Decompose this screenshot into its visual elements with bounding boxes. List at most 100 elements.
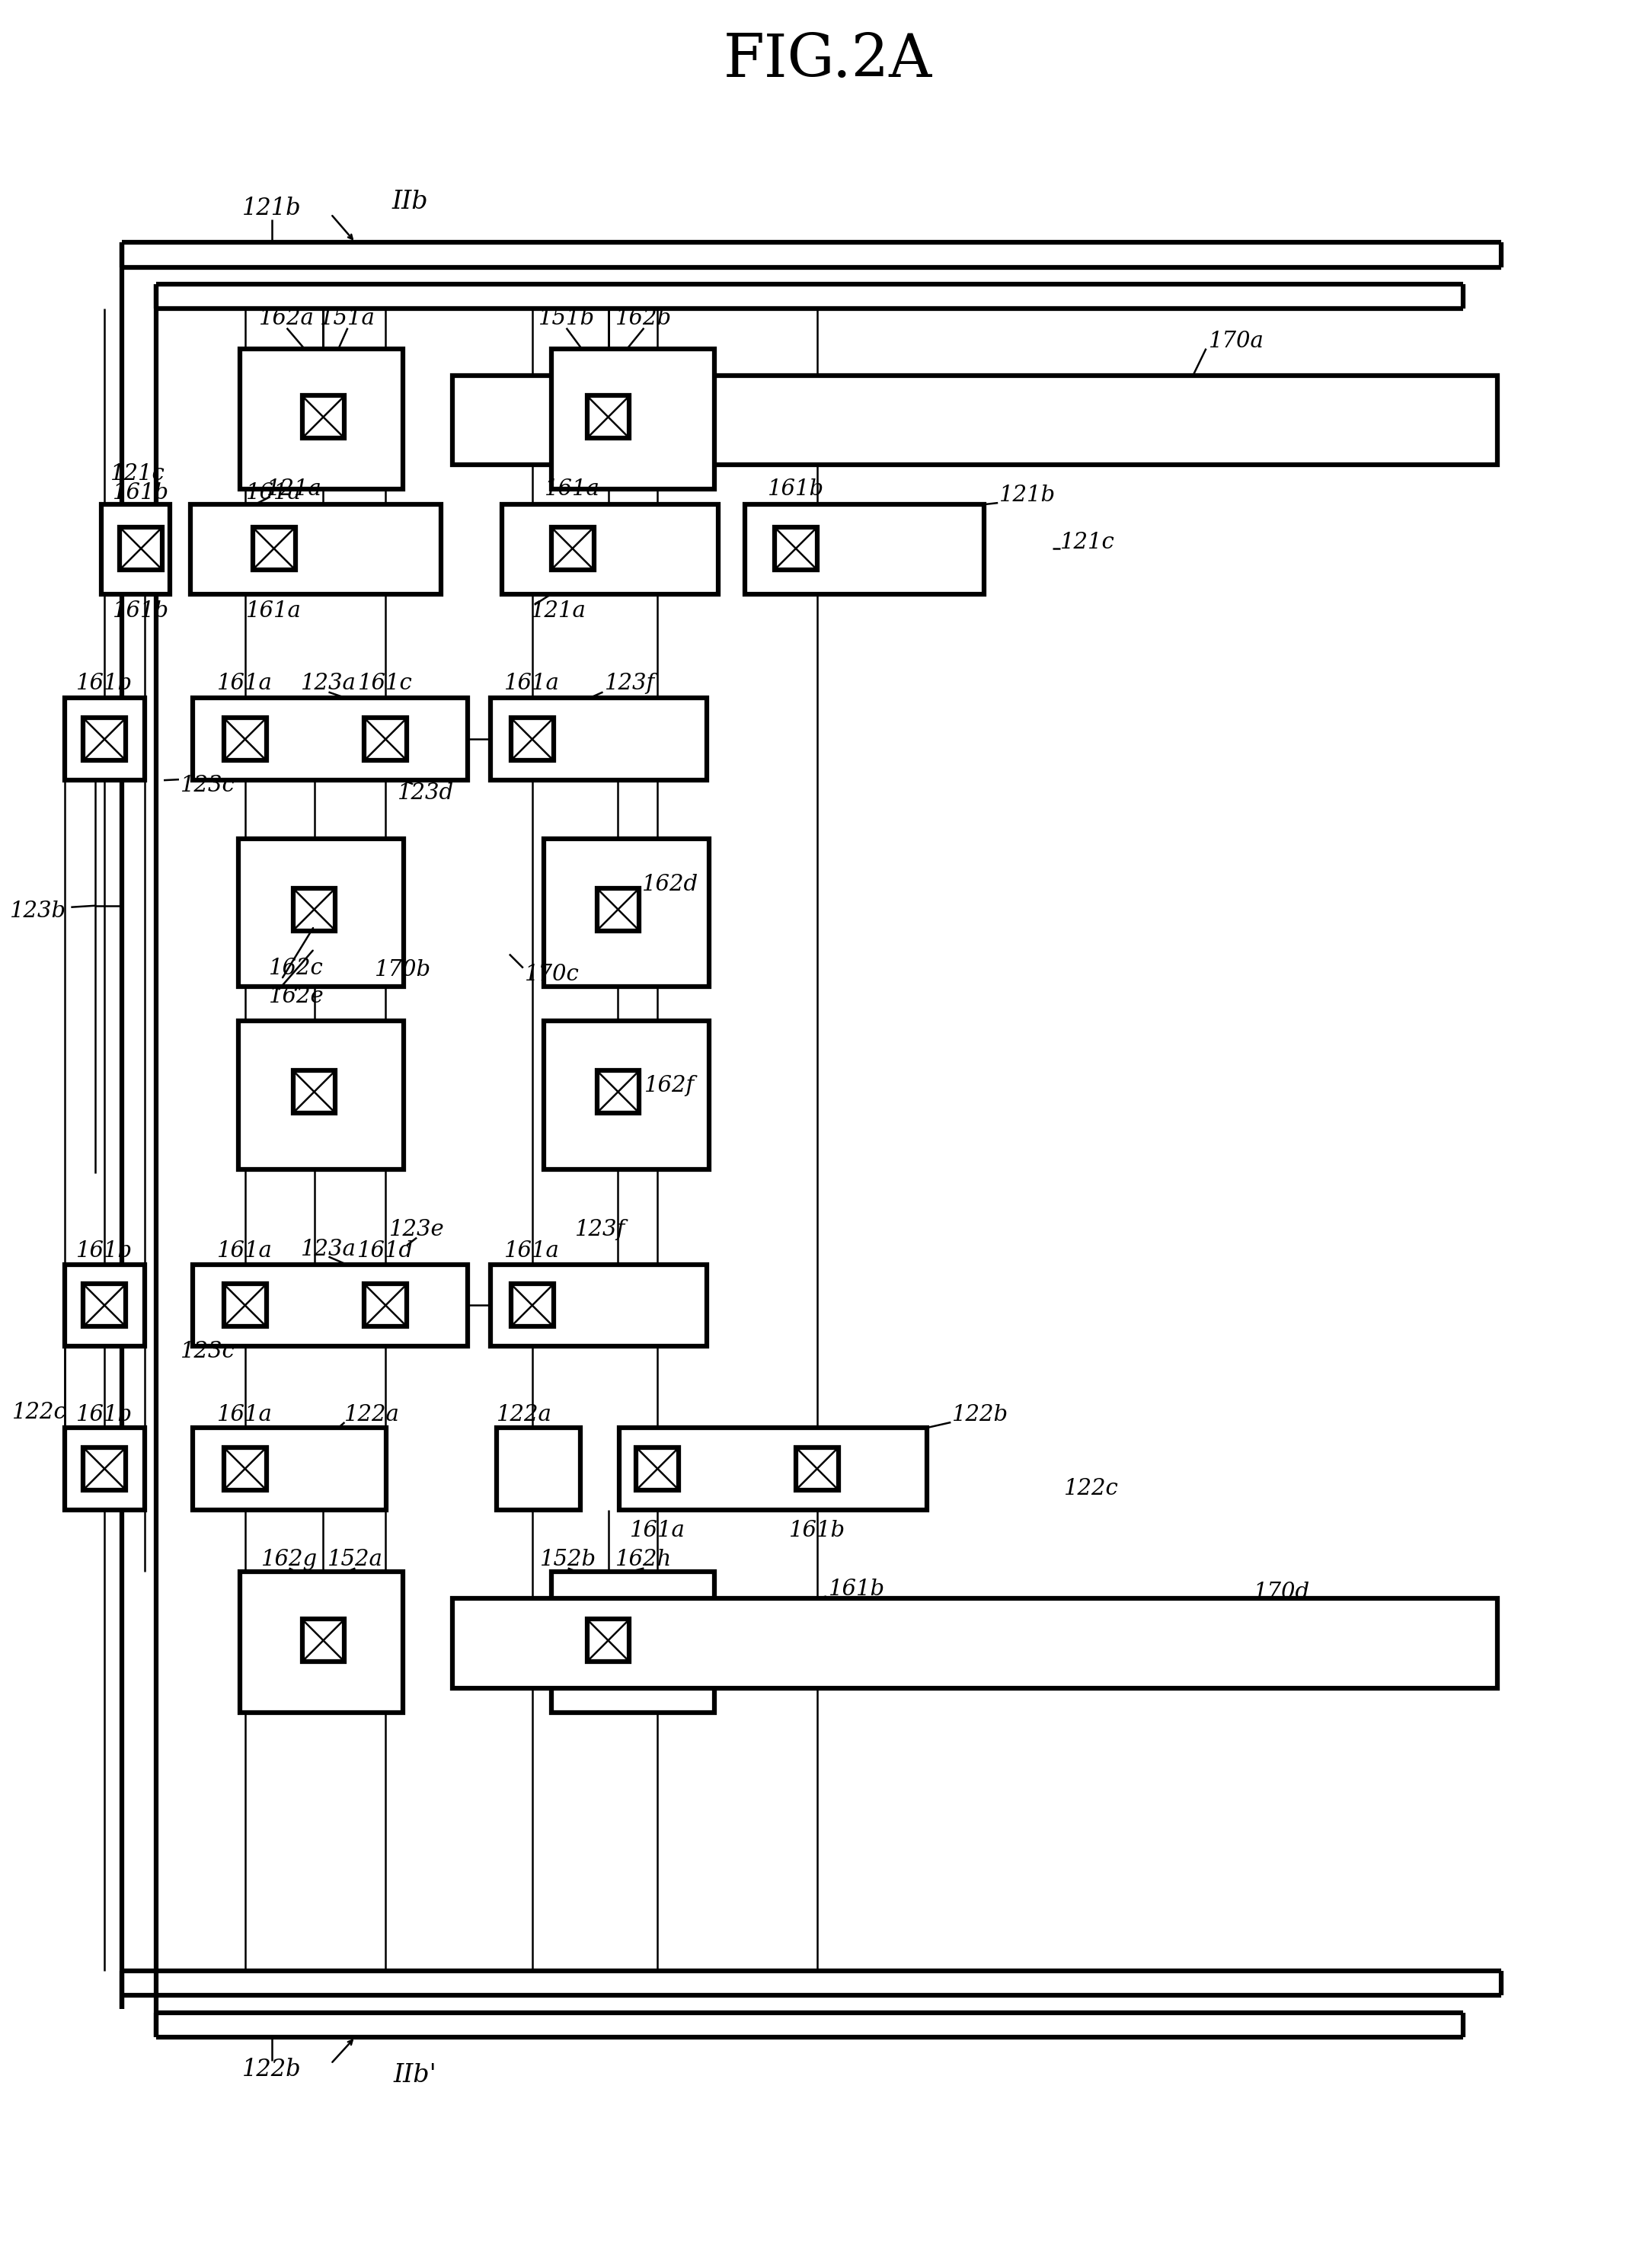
Text: 123f: 123f	[575, 1218, 626, 1241]
Bar	[586, 396, 629, 439]
Bar	[253, 527, 296, 570]
Bar	[64, 698, 145, 779]
Text: 121a: 121a	[530, 599, 586, 622]
Bar	[193, 698, 468, 779]
Bar	[292, 1070, 335, 1112]
Bar	[491, 698, 707, 779]
Bar	[745, 504, 985, 595]
Text: 161c: 161c	[358, 673, 413, 694]
Text: 162e: 162e	[269, 986, 324, 1007]
Text: 121b: 121b	[999, 484, 1056, 507]
Text: 161b: 161b	[76, 1403, 132, 1426]
Bar	[552, 527, 593, 570]
Text: FIG.2A: FIG.2A	[724, 32, 932, 88]
Text: 161a: 161a	[545, 477, 600, 500]
Bar	[586, 1619, 629, 1662]
Bar	[497, 1428, 580, 1509]
Text: 123e: 123e	[388, 1218, 444, 1241]
Bar	[365, 1284, 406, 1326]
Text: 161a: 161a	[246, 599, 302, 622]
Text: 161a: 161a	[629, 1520, 686, 1540]
Bar	[240, 1572, 403, 1712]
Bar	[491, 1263, 707, 1347]
Bar	[83, 718, 126, 761]
Bar	[596, 1070, 639, 1112]
Text: 161a: 161a	[218, 1241, 273, 1261]
Bar	[292, 887, 335, 930]
Bar	[796, 1448, 838, 1491]
Bar	[119, 527, 162, 570]
Bar	[365, 718, 406, 761]
Text: 161a: 161a	[246, 482, 302, 504]
Text: 161a: 161a	[504, 673, 560, 694]
Text: 170d: 170d	[1254, 1581, 1310, 1603]
Text: 162c: 162c	[269, 957, 324, 980]
Text: 122c: 122c	[12, 1401, 66, 1423]
Text: 161b: 161b	[829, 1579, 885, 1601]
Bar	[223, 1284, 266, 1326]
Text: 152a: 152a	[327, 1549, 383, 1570]
Text: 122a: 122a	[345, 1403, 400, 1426]
Text: 161d: 161d	[357, 1241, 415, 1261]
Bar	[636, 1448, 679, 1491]
Text: 152b: 152b	[540, 1549, 596, 1570]
Bar	[544, 838, 709, 986]
Text: 161a: 161a	[504, 1241, 560, 1261]
Text: 161b: 161b	[112, 599, 169, 622]
Text: 121c: 121c	[1061, 531, 1115, 554]
Bar	[64, 1428, 145, 1509]
Text: IIb: IIb	[392, 189, 428, 214]
Text: 161a: 161a	[218, 1403, 273, 1426]
Bar	[302, 396, 345, 439]
Bar	[596, 887, 639, 930]
Text: 121c: 121c	[111, 464, 165, 484]
Text: 123b: 123b	[10, 901, 66, 921]
Bar	[193, 1428, 387, 1509]
Bar	[775, 527, 818, 570]
Text: 123d: 123d	[398, 781, 454, 804]
Text: 123c: 123c	[180, 775, 235, 797]
Text: 122a: 122a	[497, 1403, 552, 1426]
Text: 123a: 123a	[301, 673, 357, 694]
Bar	[510, 718, 553, 761]
Bar	[223, 718, 266, 761]
Text: 161b: 161b	[76, 673, 132, 694]
Bar	[83, 1284, 126, 1326]
Text: 161a: 161a	[218, 673, 273, 694]
Text: 123c: 123c	[180, 1340, 235, 1362]
Bar	[552, 349, 715, 489]
Bar	[453, 376, 1497, 464]
Text: 162f: 162f	[644, 1074, 695, 1097]
Bar	[238, 838, 403, 986]
Bar	[101, 504, 170, 595]
Text: 121a: 121a	[266, 477, 322, 500]
Bar	[544, 1020, 709, 1169]
Text: 123f: 123f	[605, 673, 654, 694]
Bar	[83, 1448, 126, 1491]
Text: 170c: 170c	[525, 964, 580, 984]
Text: 122c: 122c	[1064, 1477, 1118, 1500]
Bar	[302, 1619, 345, 1662]
Text: 162b: 162b	[616, 309, 672, 329]
Text: 161b: 161b	[76, 1241, 132, 1261]
Text: 161b: 161b	[768, 477, 824, 500]
Text: 162h: 162h	[616, 1549, 672, 1570]
Text: 122b: 122b	[952, 1403, 1009, 1426]
Bar	[193, 1263, 468, 1347]
Text: 162g: 162g	[261, 1549, 317, 1570]
Text: 123a: 123a	[301, 1239, 357, 1259]
Text: 162a: 162a	[259, 309, 314, 329]
Bar	[510, 1284, 553, 1326]
Bar	[190, 504, 441, 595]
Text: 121b: 121b	[243, 196, 301, 221]
Text: 170b: 170b	[375, 959, 431, 980]
Bar	[240, 349, 403, 489]
Text: IIb': IIb'	[393, 2063, 436, 2088]
Bar	[238, 1020, 403, 1169]
Bar	[223, 1448, 266, 1491]
Bar	[552, 1572, 715, 1712]
Bar	[64, 1263, 145, 1347]
Text: 161b: 161b	[790, 1520, 846, 1540]
Bar	[620, 1428, 927, 1509]
Text: 170a: 170a	[1208, 331, 1264, 351]
